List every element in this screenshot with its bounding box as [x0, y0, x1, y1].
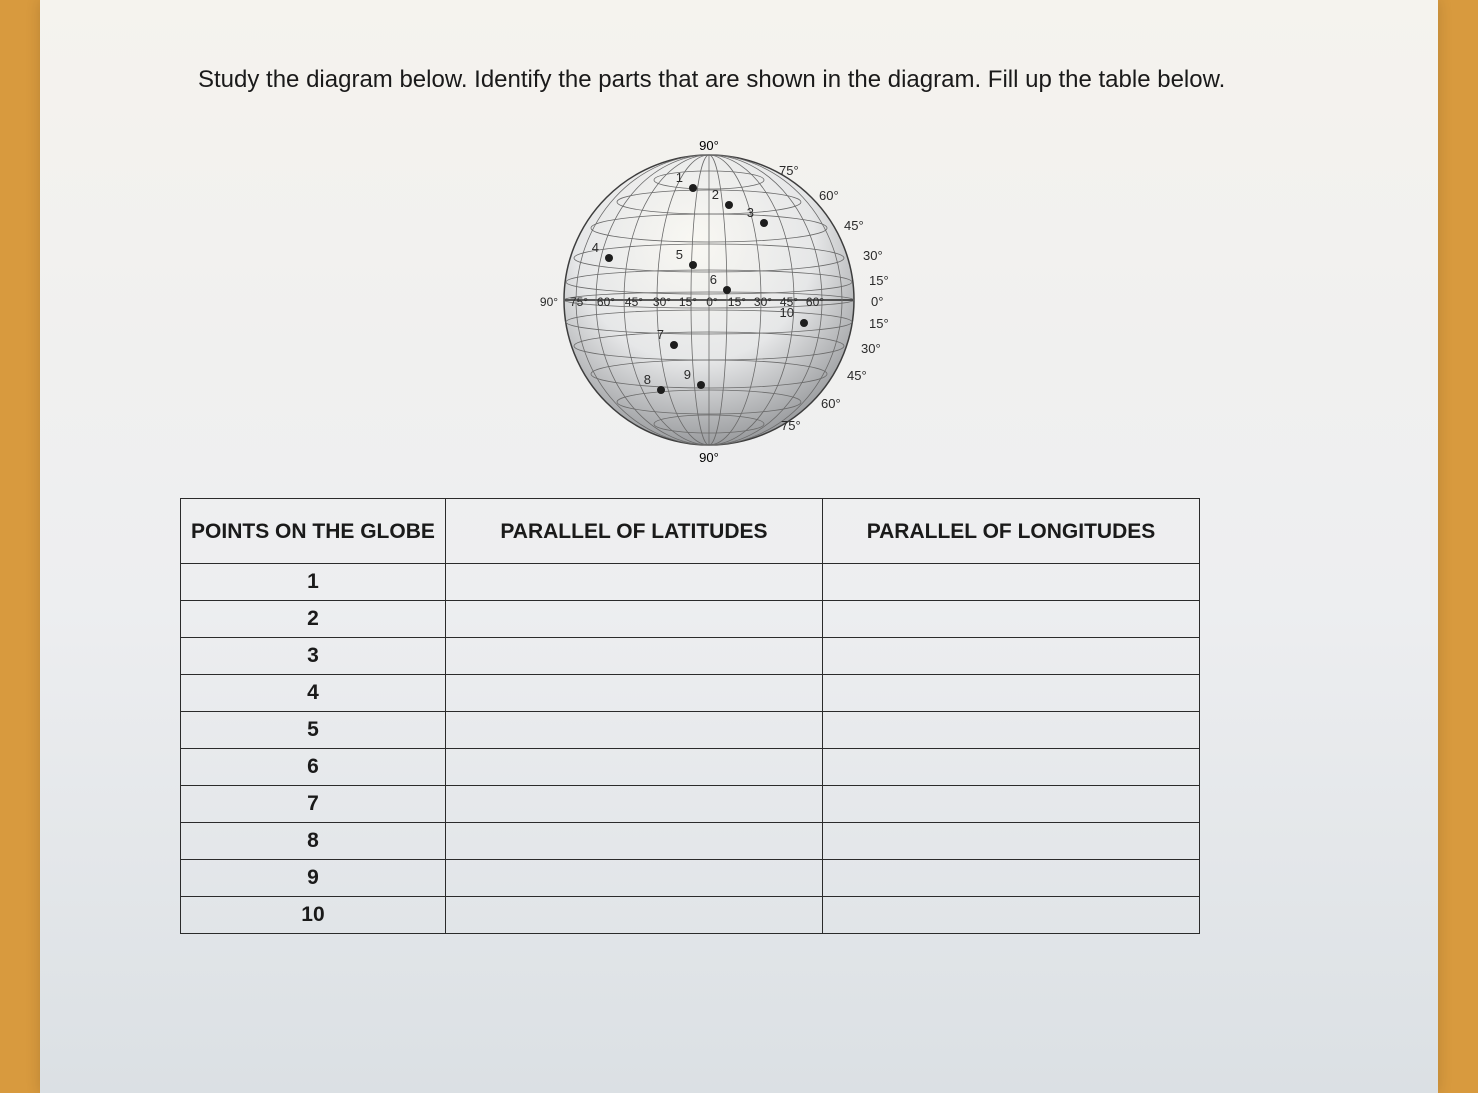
table-row: 6 — [181, 749, 1200, 786]
globe-point — [725, 201, 733, 209]
north-pole-label: 90° — [699, 138, 719, 153]
globe-point-label: 8 — [644, 372, 651, 387]
globe-point — [689, 184, 697, 192]
table-row: 10 — [181, 897, 1200, 934]
globe-point-label: 1 — [676, 170, 683, 185]
globe-point — [760, 219, 768, 227]
globe-diagram: 90° 90° 75° 60° 45° 30° 15° 0° 15° 30° 4… — [150, 110, 1328, 490]
points-cell: 8 — [181, 823, 446, 860]
globe-point-label: 7 — [657, 327, 664, 342]
points-cell: 2 — [181, 601, 446, 638]
latitude-cell — [445, 860, 822, 897]
globe-point-label: 5 — [676, 247, 683, 262]
points-cell: 5 — [181, 712, 446, 749]
globe-point — [723, 286, 731, 294]
points-cell: 9 — [181, 860, 446, 897]
latitude-cell — [445, 712, 822, 749]
table-row: 5 — [181, 712, 1200, 749]
header-points: POINTS ON THE GLOBE — [181, 499, 446, 564]
svg-text:30°: 30° — [653, 295, 671, 309]
instructions-text: Study the diagram below. Identify the pa… — [150, 64, 1328, 96]
svg-text:60°: 60° — [597, 295, 615, 309]
longitude-cell — [822, 712, 1199, 749]
longitude-cell — [822, 675, 1199, 712]
table-row: 8 — [181, 823, 1200, 860]
svg-text:0°: 0° — [871, 294, 883, 309]
latitude-cell — [445, 823, 822, 860]
svg-text:30°: 30° — [863, 248, 883, 263]
globe-point — [670, 341, 678, 349]
header-longitudes: PARALLEL OF LONGITUDES — [822, 499, 1199, 564]
svg-text:15°: 15° — [679, 295, 697, 309]
south-pole-label: 90° — [699, 450, 719, 465]
svg-text:15°: 15° — [869, 273, 889, 288]
globe-point-label: 6 — [710, 272, 717, 287]
latitude-cell — [445, 638, 822, 675]
longitude-cell — [822, 860, 1199, 897]
svg-text:45°: 45° — [844, 218, 864, 233]
globe-point — [800, 319, 808, 327]
table-body: 12345678910 — [181, 564, 1200, 934]
points-cell: 10 — [181, 897, 446, 934]
svg-text:30°: 30° — [861, 341, 881, 356]
table-row: 7 — [181, 786, 1200, 823]
latitude-cell — [445, 675, 822, 712]
globe-point-label: 9 — [684, 367, 691, 382]
points-cell: 3 — [181, 638, 446, 675]
globe-point-label: 3 — [747, 205, 754, 220]
svg-text:15°: 15° — [869, 316, 889, 331]
globe-point — [605, 254, 613, 262]
latitude-cell — [445, 601, 822, 638]
header-latitudes: PARALLEL OF LATITUDES — [445, 499, 822, 564]
points-cell: 7 — [181, 786, 446, 823]
instructions-content: Study the diagram below. Identify the pa… — [150, 64, 1225, 96]
globe-point — [697, 381, 705, 389]
table-row: 3 — [181, 638, 1200, 675]
points-cell: 6 — [181, 749, 446, 786]
table-row: 4 — [181, 675, 1200, 712]
points-cell: 1 — [181, 564, 446, 601]
svg-text:60°: 60° — [821, 396, 841, 411]
globe-svg: 90° 90° 75° 60° 45° 30° 15° 0° 15° 30° 4… — [409, 110, 1009, 490]
svg-text:15°: 15° — [728, 295, 746, 309]
latitude-cell — [445, 564, 822, 601]
latitude-cell — [445, 897, 822, 934]
points-cell: 4 — [181, 675, 446, 712]
globe-point-label: 10 — [780, 305, 794, 320]
globe-point — [657, 386, 665, 394]
svg-text:45°: 45° — [625, 295, 643, 309]
svg-text:75°: 75° — [781, 418, 801, 433]
svg-text:45°: 45° — [847, 368, 867, 383]
longitude-cell — [822, 897, 1199, 934]
longitude-cell — [822, 564, 1199, 601]
latitude-cell — [445, 749, 822, 786]
globe-point-label: 4 — [592, 240, 599, 255]
svg-text:0°: 0° — [706, 295, 718, 309]
table-header-row: POINTS ON THE GLOBE PARALLEL OF LATITUDE… — [181, 499, 1200, 564]
svg-text:90°: 90° — [540, 295, 558, 309]
svg-text:60°: 60° — [806, 295, 824, 309]
latitude-cell — [445, 786, 822, 823]
longitude-cell — [822, 823, 1199, 860]
longitude-cell — [822, 601, 1199, 638]
worksheet-page: Study the diagram below. Identify the pa… — [40, 0, 1438, 1093]
svg-text:60°: 60° — [819, 188, 839, 203]
table-row: 1 — [181, 564, 1200, 601]
table-row: 2 — [181, 601, 1200, 638]
globe-point-label: 2 — [712, 187, 719, 202]
svg-text:75°: 75° — [570, 295, 588, 309]
svg-text:75°: 75° — [779, 163, 799, 178]
longitude-cell — [822, 638, 1199, 675]
longitude-cell — [822, 749, 1199, 786]
answer-table: POINTS ON THE GLOBE PARALLEL OF LATITUDE… — [180, 498, 1200, 934]
svg-text:30°: 30° — [754, 295, 772, 309]
longitude-cell — [822, 786, 1199, 823]
globe-point — [689, 261, 697, 269]
table-row: 9 — [181, 860, 1200, 897]
